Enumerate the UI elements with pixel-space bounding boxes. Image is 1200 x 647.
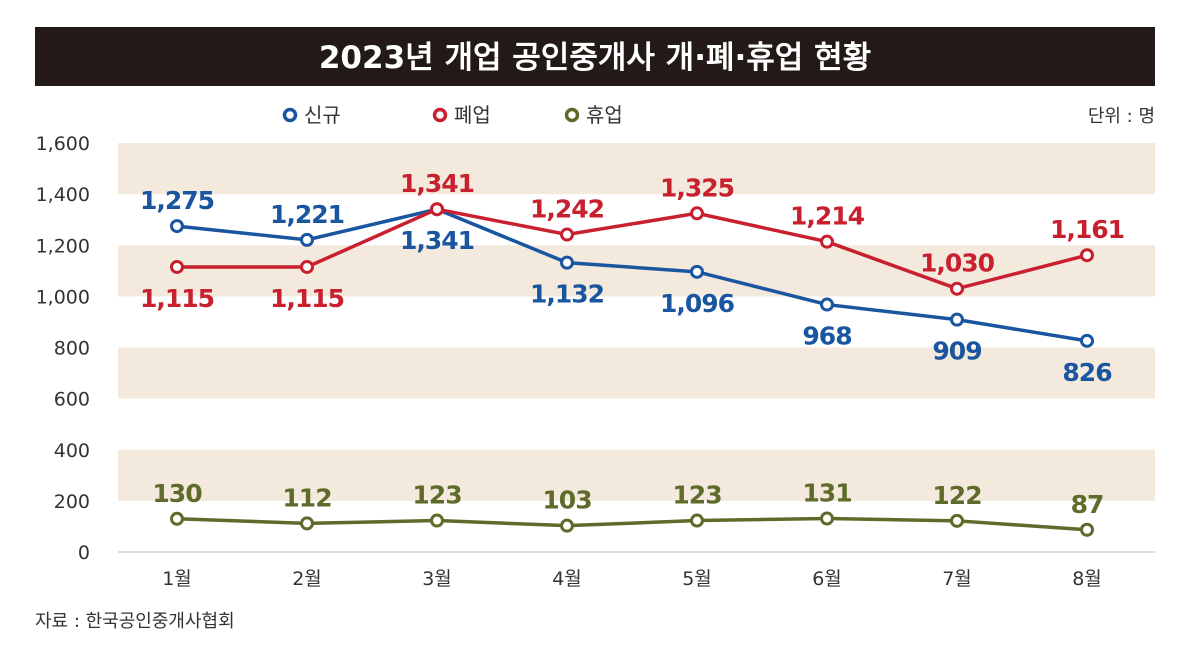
data-point (1080, 248, 1094, 263)
grid-band (118, 347, 1155, 399)
data-label: 1,221 (270, 200, 344, 229)
legend-marker-신규 (282, 107, 298, 123)
data-label: 826 (1062, 358, 1112, 387)
legend-marker-휴업 (564, 107, 580, 123)
data-label: 123 (672, 481, 721, 510)
legend-label: 휴업 (586, 103, 623, 127)
data-label: 103 (542, 486, 591, 515)
legend-label: 신규 (304, 103, 341, 127)
y-tick-label: 400 (54, 440, 90, 462)
x-tick-label: 3월 (422, 568, 452, 590)
data-label: 1,030 (920, 249, 995, 278)
data-point (430, 513, 444, 528)
x-tick-label: 8월 (1072, 568, 1102, 590)
data-label: 123 (412, 481, 461, 510)
data-label: 1,096 (660, 289, 735, 318)
title-bar (35, 27, 1155, 86)
data-label: 968 (802, 322, 851, 351)
grid-band (118, 143, 1155, 195)
data-point (560, 255, 574, 270)
data-label: 1,341 (400, 169, 474, 198)
data-label: 130 (152, 479, 202, 508)
data-label: 1,242 (530, 195, 604, 224)
legend-label: 폐업 (454, 103, 491, 127)
data-point (690, 206, 704, 221)
y-tick-label: 1,400 (36, 184, 90, 206)
y-tick-label: 600 (54, 389, 90, 411)
source-label: 자료 : 한국공인중개사협회 (35, 611, 235, 632)
data-point (690, 513, 704, 528)
data-label: 1,115 (270, 284, 344, 313)
data-point (430, 202, 444, 217)
data-point (820, 511, 834, 526)
data-point (560, 518, 574, 533)
data-label: 1,214 (790, 202, 865, 231)
y-tick-label: 1,000 (36, 286, 90, 308)
legend-marker-폐업 (432, 107, 448, 123)
x-tick-label: 7월 (942, 568, 972, 590)
data-label: 909 (932, 337, 981, 366)
x-tick-label: 5월 (682, 568, 712, 590)
grid-band (118, 245, 1155, 297)
series-line-신규 (176, 207, 1088, 343)
y-tick-label: 1,200 (36, 235, 90, 257)
y-tick-label: 0 (78, 542, 90, 564)
data-point (300, 232, 314, 247)
x-tick-label: 2월 (292, 568, 322, 590)
data-point (1080, 522, 1094, 537)
y-tick-label: 200 (54, 491, 90, 513)
x-tick-label: 4월 (552, 568, 582, 590)
series-line-휴업 (176, 516, 1088, 532)
data-point (170, 511, 184, 526)
data-point (300, 259, 314, 274)
y-tick-label: 800 (54, 338, 90, 360)
data-point (950, 513, 964, 528)
data-label: 1,161 (1050, 215, 1124, 244)
data-label: 112 (282, 483, 331, 512)
data-label: 122 (932, 481, 981, 510)
x-tick-label: 1월 (162, 568, 192, 590)
unit-label: 단위 : 명 (1088, 106, 1155, 127)
data-point (170, 219, 184, 234)
data-label: 1,325 (660, 173, 734, 202)
data-point (950, 312, 964, 327)
data-label: 1,115 (140, 284, 214, 313)
data-label: 1,132 (530, 280, 604, 309)
data-label: 1,341 (400, 226, 474, 255)
data-point (820, 297, 834, 312)
data-point (820, 234, 834, 249)
data-point (690, 264, 704, 279)
x-tick-label: 6월 (812, 568, 842, 590)
data-point (170, 259, 184, 274)
data-point (560, 227, 574, 242)
y-tick-label: 1,600 (36, 133, 90, 155)
grid-band (118, 449, 1155, 501)
data-label: 1,275 (140, 186, 214, 215)
data-label: 131 (802, 479, 851, 508)
data-point (300, 516, 314, 531)
chart-title: 2023년 개업 공인중개사 개·폐·휴업 현황 (319, 40, 871, 76)
series-line-폐업 (177, 207, 1088, 291)
data-label: 87 (1071, 490, 1104, 519)
data-point (1080, 333, 1094, 348)
data-point (950, 281, 964, 296)
